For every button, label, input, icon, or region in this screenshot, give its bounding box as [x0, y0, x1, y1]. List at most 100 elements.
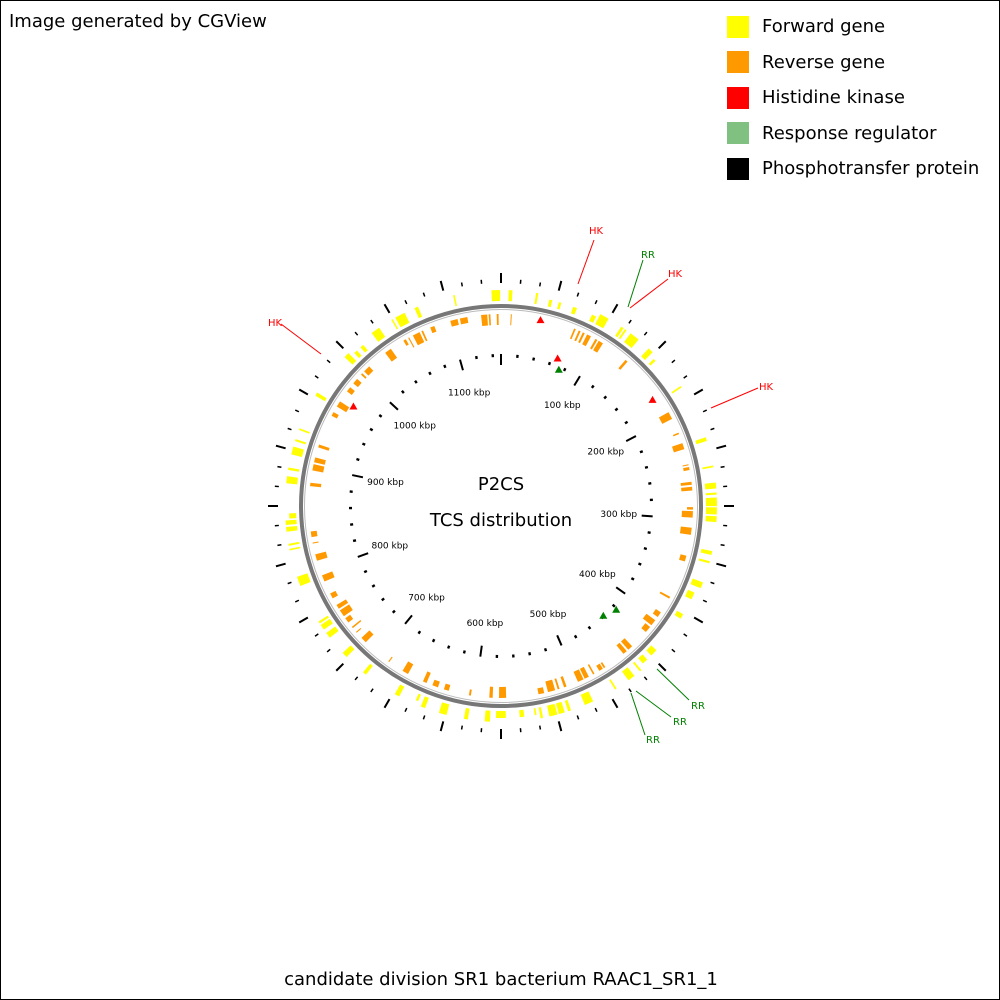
legend: Forward gene Reverse gene Histidine kina… [727, 9, 979, 187]
reverse-gene-block [652, 609, 661, 617]
outer-tick [716, 444, 727, 450]
outer-tick [594, 299, 598, 305]
reverse-gene-block [360, 373, 367, 379]
forward-gene-block [453, 295, 458, 307]
reverse-gene-block [683, 466, 690, 472]
tick-label: 400 kbp [579, 570, 616, 580]
forward-gene-block [342, 645, 355, 657]
inner-tick [400, 389, 405, 394]
map-title-line1: P2CS [478, 474, 524, 495]
outer-tick [576, 715, 580, 720]
reverse-gene-block [681, 486, 693, 492]
callout-label: HK [759, 382, 774, 393]
outer-tick [354, 331, 359, 336]
legend-label: Phosphotransfer protein [762, 158, 980, 180]
outer-tick [671, 359, 676, 364]
histidine-kinase-swatch-icon [727, 86, 749, 109]
outer-tick [557, 721, 563, 732]
reverse-gene-block [488, 314, 491, 326]
inner-tick [443, 364, 447, 369]
callout-label: RR [641, 250, 655, 261]
outer-tick [657, 340, 667, 350]
outer-tick [287, 581, 292, 585]
inner-tick [630, 577, 635, 581]
tcs-marker-icon [612, 605, 621, 613]
forward-gene-block [705, 497, 717, 507]
forward-gene-block [296, 573, 311, 587]
forward-gene-block [704, 482, 717, 490]
forward-gene-block [519, 709, 525, 718]
response-regulator-swatch-icon [727, 122, 749, 145]
outer-tick [326, 648, 331, 653]
tcs-marker-icon [648, 395, 657, 403]
reverse-gene-block [421, 330, 428, 342]
callout-leader-line [280, 323, 322, 355]
backbone-inner-line [304, 309, 698, 703]
reverse-gene-block [402, 661, 414, 674]
inner-tick [447, 645, 451, 649]
reverse-gene-block [346, 387, 355, 395]
outer-tick [404, 707, 408, 713]
inner-tick [462, 650, 466, 654]
forward-gene-block [491, 290, 501, 302]
reverse-gene-block [641, 623, 651, 633]
reverse-gene-block [422, 671, 431, 683]
outer-tick [576, 292, 580, 297]
reverse-gene-block [443, 683, 451, 691]
tcs-marker-icon [349, 402, 358, 410]
organism-name: candidate division SR1 bacterium RAAC1_S… [284, 969, 718, 990]
forward-gene-block [394, 684, 405, 697]
callout-leader-line [656, 668, 690, 701]
tcs-marker-icon [554, 365, 563, 373]
legend-item-forward-gene: Forward gene [727, 9, 979, 45]
inner-tick [639, 450, 644, 454]
forward-gene-swatch-icon [727, 15, 749, 38]
outer-tick [657, 662, 667, 672]
inner-tick [641, 514, 653, 518]
forward-gene-block [360, 344, 368, 353]
reverse-gene-block [496, 314, 499, 326]
outer-tick [643, 331, 648, 336]
outer-tick [422, 715, 426, 720]
outer-tick [643, 676, 648, 681]
inner-tick [356, 457, 360, 462]
forward-gene-block [595, 314, 609, 329]
legend-label: Response regulator [762, 122, 937, 144]
reverse-gene-block [353, 378, 362, 388]
forward-gene-block [702, 465, 714, 470]
reverse-gene-block [489, 686, 494, 698]
tick-label: 500 kbp [530, 610, 567, 620]
forward-gene-block [289, 513, 297, 519]
forward-gene-block [438, 702, 450, 716]
inner-tick [543, 647, 548, 652]
forward-gene-block [415, 693, 421, 702]
forward-gene-block [289, 546, 301, 551]
reverse-gene-block [385, 348, 398, 362]
tick-label: 900 kbp [367, 478, 404, 488]
reverse-gene-block [330, 590, 338, 599]
inner-tick [357, 552, 369, 558]
inner-tick [528, 652, 532, 656]
reverse-gene-block [573, 669, 584, 682]
forward-gene-block [615, 326, 624, 338]
outer-tick [439, 721, 445, 732]
inner-tick [479, 645, 483, 657]
reverse-gene-block [593, 340, 603, 353]
outer-tick [720, 465, 725, 469]
outer-tick [538, 282, 542, 287]
outer-tick [287, 427, 292, 431]
reverse-gene-block [310, 530, 318, 538]
forward-gene-block [624, 333, 639, 348]
forward-gene-block [294, 439, 307, 445]
reverse-gene-block [679, 554, 687, 562]
forward-gene-block [420, 696, 429, 709]
inner-tick [587, 625, 592, 630]
inner-tick [431, 638, 436, 643]
inner-tick [573, 634, 578, 639]
forward-gene-block [288, 467, 300, 472]
reverse-gene-block [336, 599, 349, 609]
tcs-marker-icon [599, 611, 608, 619]
forward-gene-block [648, 358, 656, 366]
forward-gene-block [589, 314, 597, 323]
